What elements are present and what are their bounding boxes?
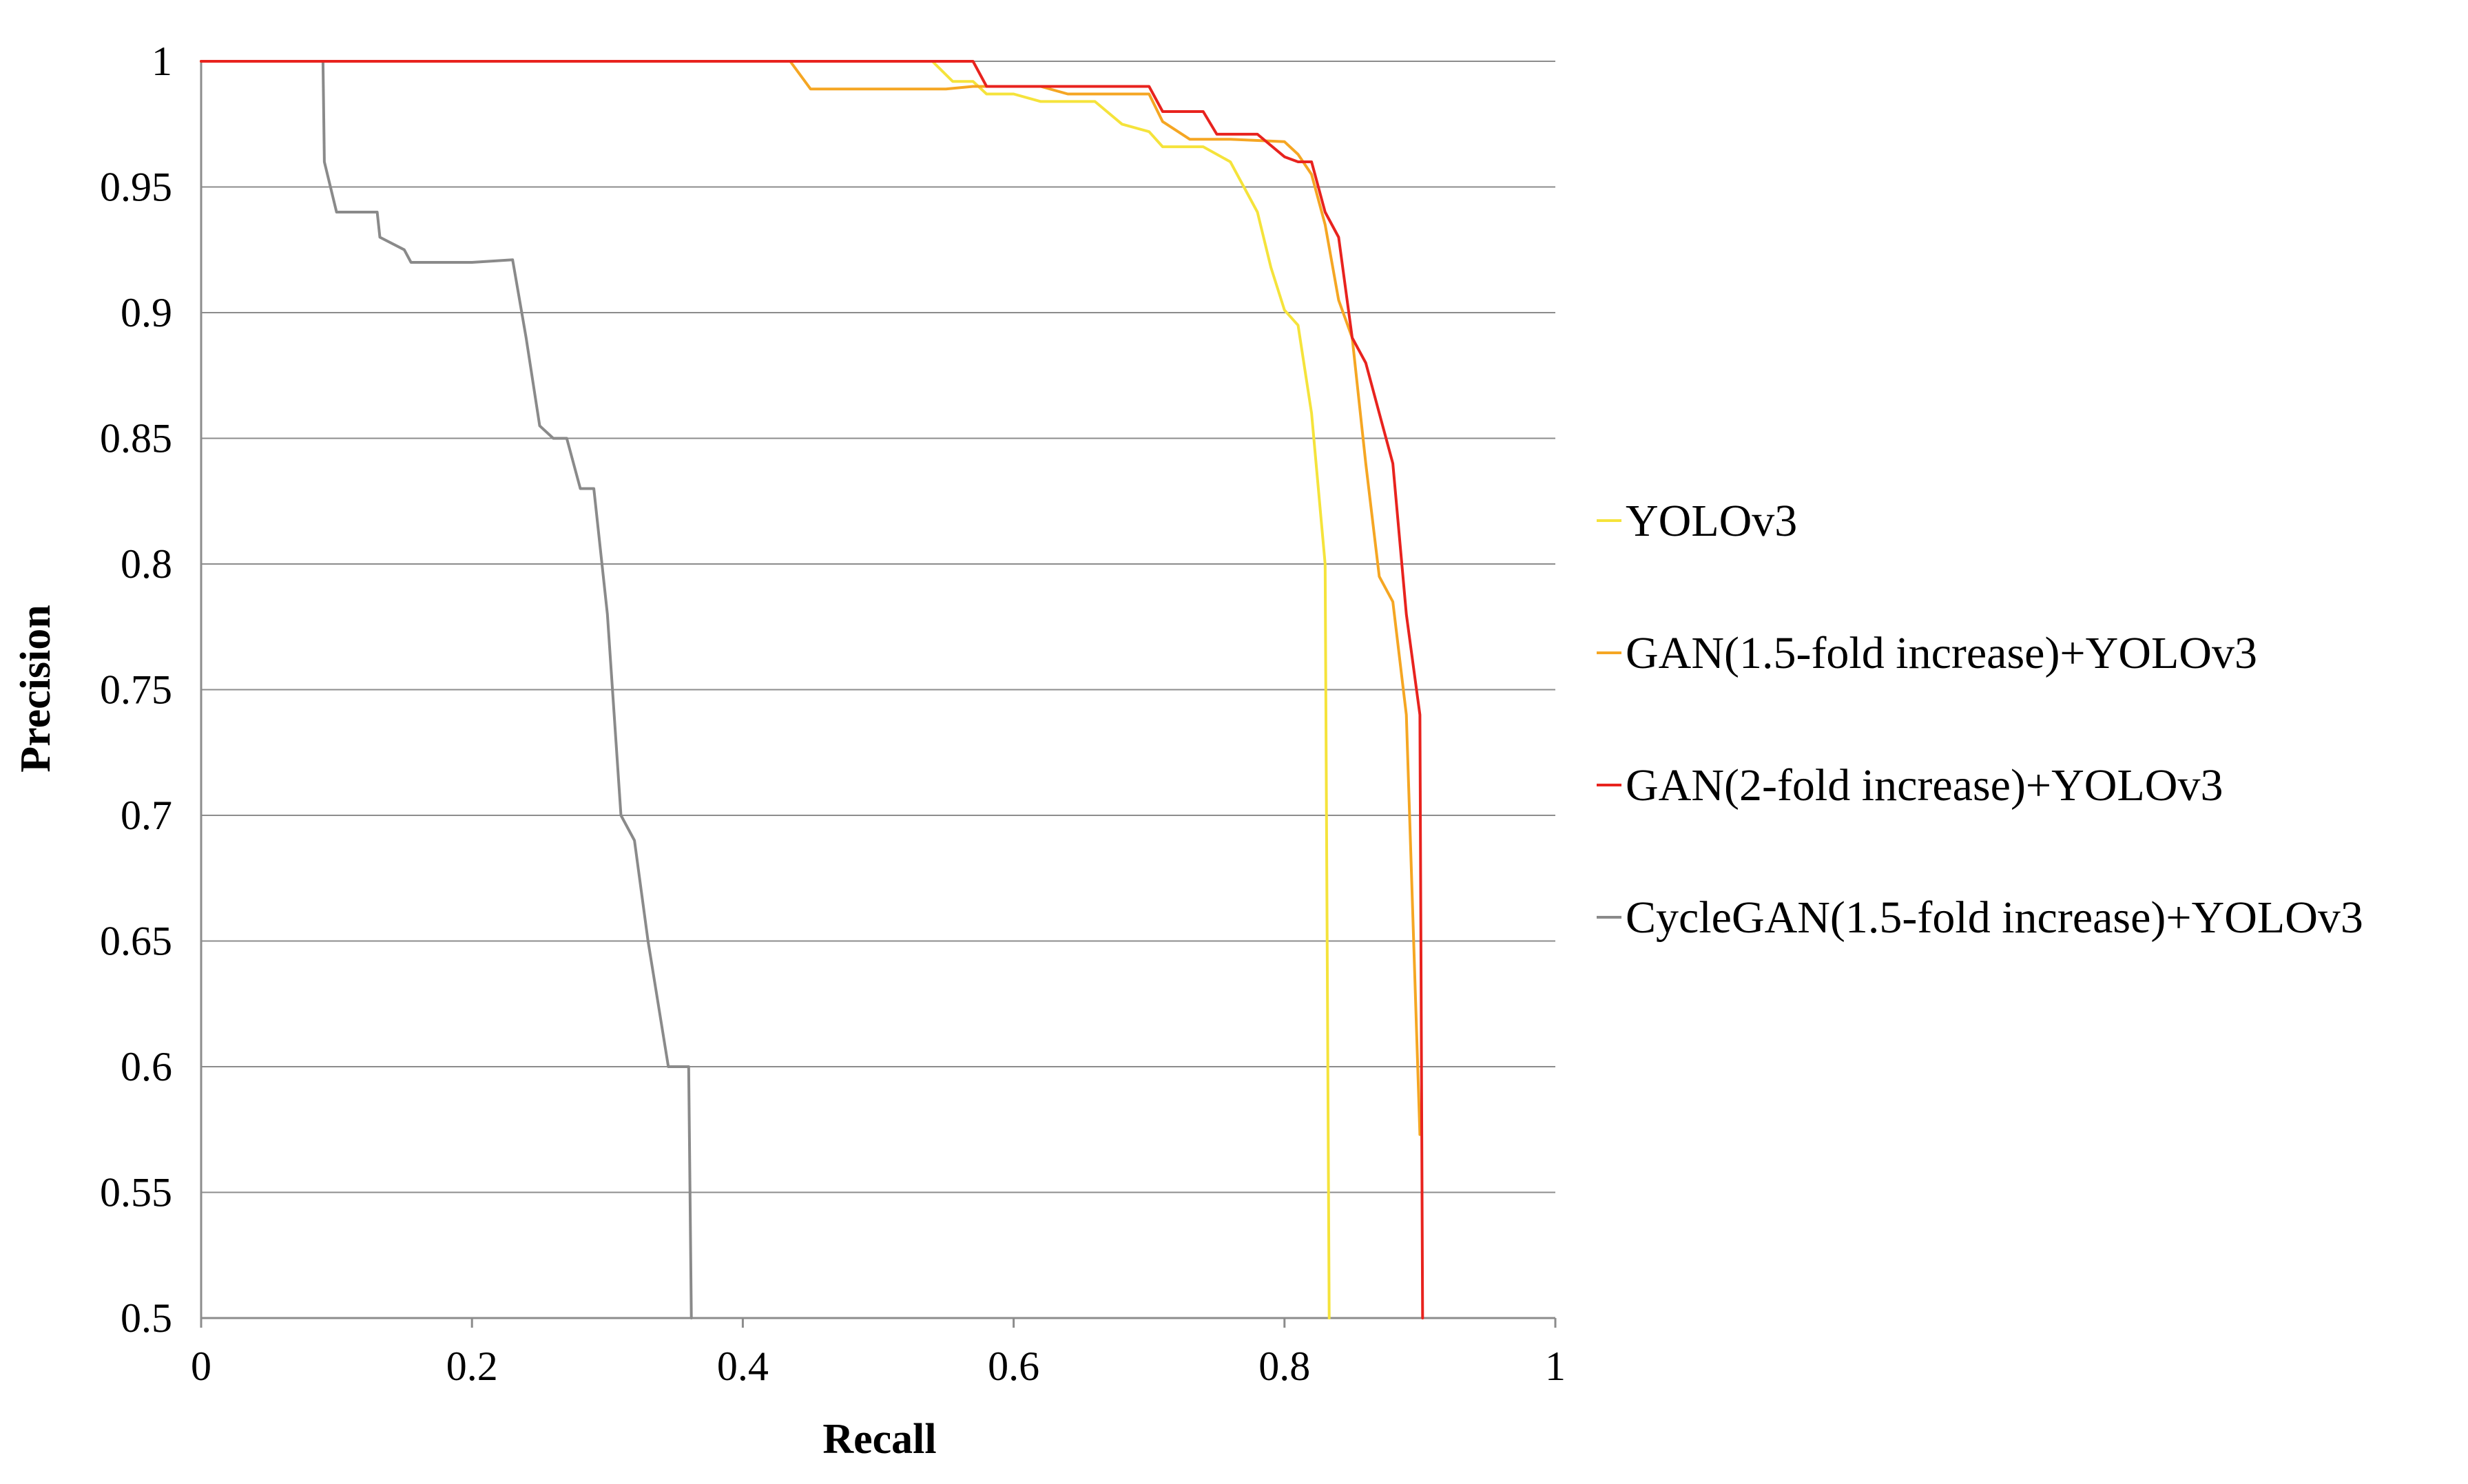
y-tick-label: 0.6 [121,1044,172,1089]
y-axis-title: Precision [12,605,59,772]
series-line-0 [200,60,1331,1319]
y-tick-label: 0.9 [121,290,172,335]
x-tick-labels: 0 0.2 0.4 0.6 0.8 1 [191,1318,1566,1389]
series-line-2 [200,60,1424,1319]
y-tick-label: 0.55 [100,1170,172,1215]
x-tick-label: 0.4 [717,1344,769,1389]
y-tick-label: 0.95 [100,165,172,210]
legend-label: GAN(1.5-fold increase)+YOLOv3 [1626,628,2257,678]
y-tick-label: 1 [152,39,172,84]
y-tick-label: 0.75 [100,667,172,713]
series-line-3 [200,60,693,1319]
y-tick-label: 0.5 [121,1295,172,1341]
y-tick-label: 0.85 [100,416,172,461]
series-lines [200,60,1424,1319]
x-tick-label: 0 [191,1344,211,1389]
series-line-1 [200,60,1422,1136]
y-tick-labels: 1 0.95 0.9 0.85 0.8 0.75 0.7 0.65 0.6 0.55 0.5 [100,39,172,1341]
y-tick-label: 0.7 [121,793,172,838]
legend-label: GAN(2-fold increase)+YOLOv3 [1626,760,2223,811]
x-tick-label: 0.6 [988,1344,1039,1389]
x-tick-label: 1 [1545,1344,1566,1389]
x-tick-label: 0.8 [1258,1344,1310,1389]
y-tick-label: 0.65 [100,919,172,964]
legend: YOLOv3 GAN(1.5-fold increase)+YOLOv3 GAN(2… [1597,496,2363,943]
legend-label: YOLOv3 [1626,496,1797,546]
grid-lines [201,61,1555,1193]
x-tick-label: 0.2 [446,1344,498,1389]
x-axis-title: Recall [822,1416,936,1463]
y-tick-label: 0.8 [121,541,172,587]
legend-label: CycleGAN(1.5-fold increase)+YOLOv3 [1626,892,2363,943]
